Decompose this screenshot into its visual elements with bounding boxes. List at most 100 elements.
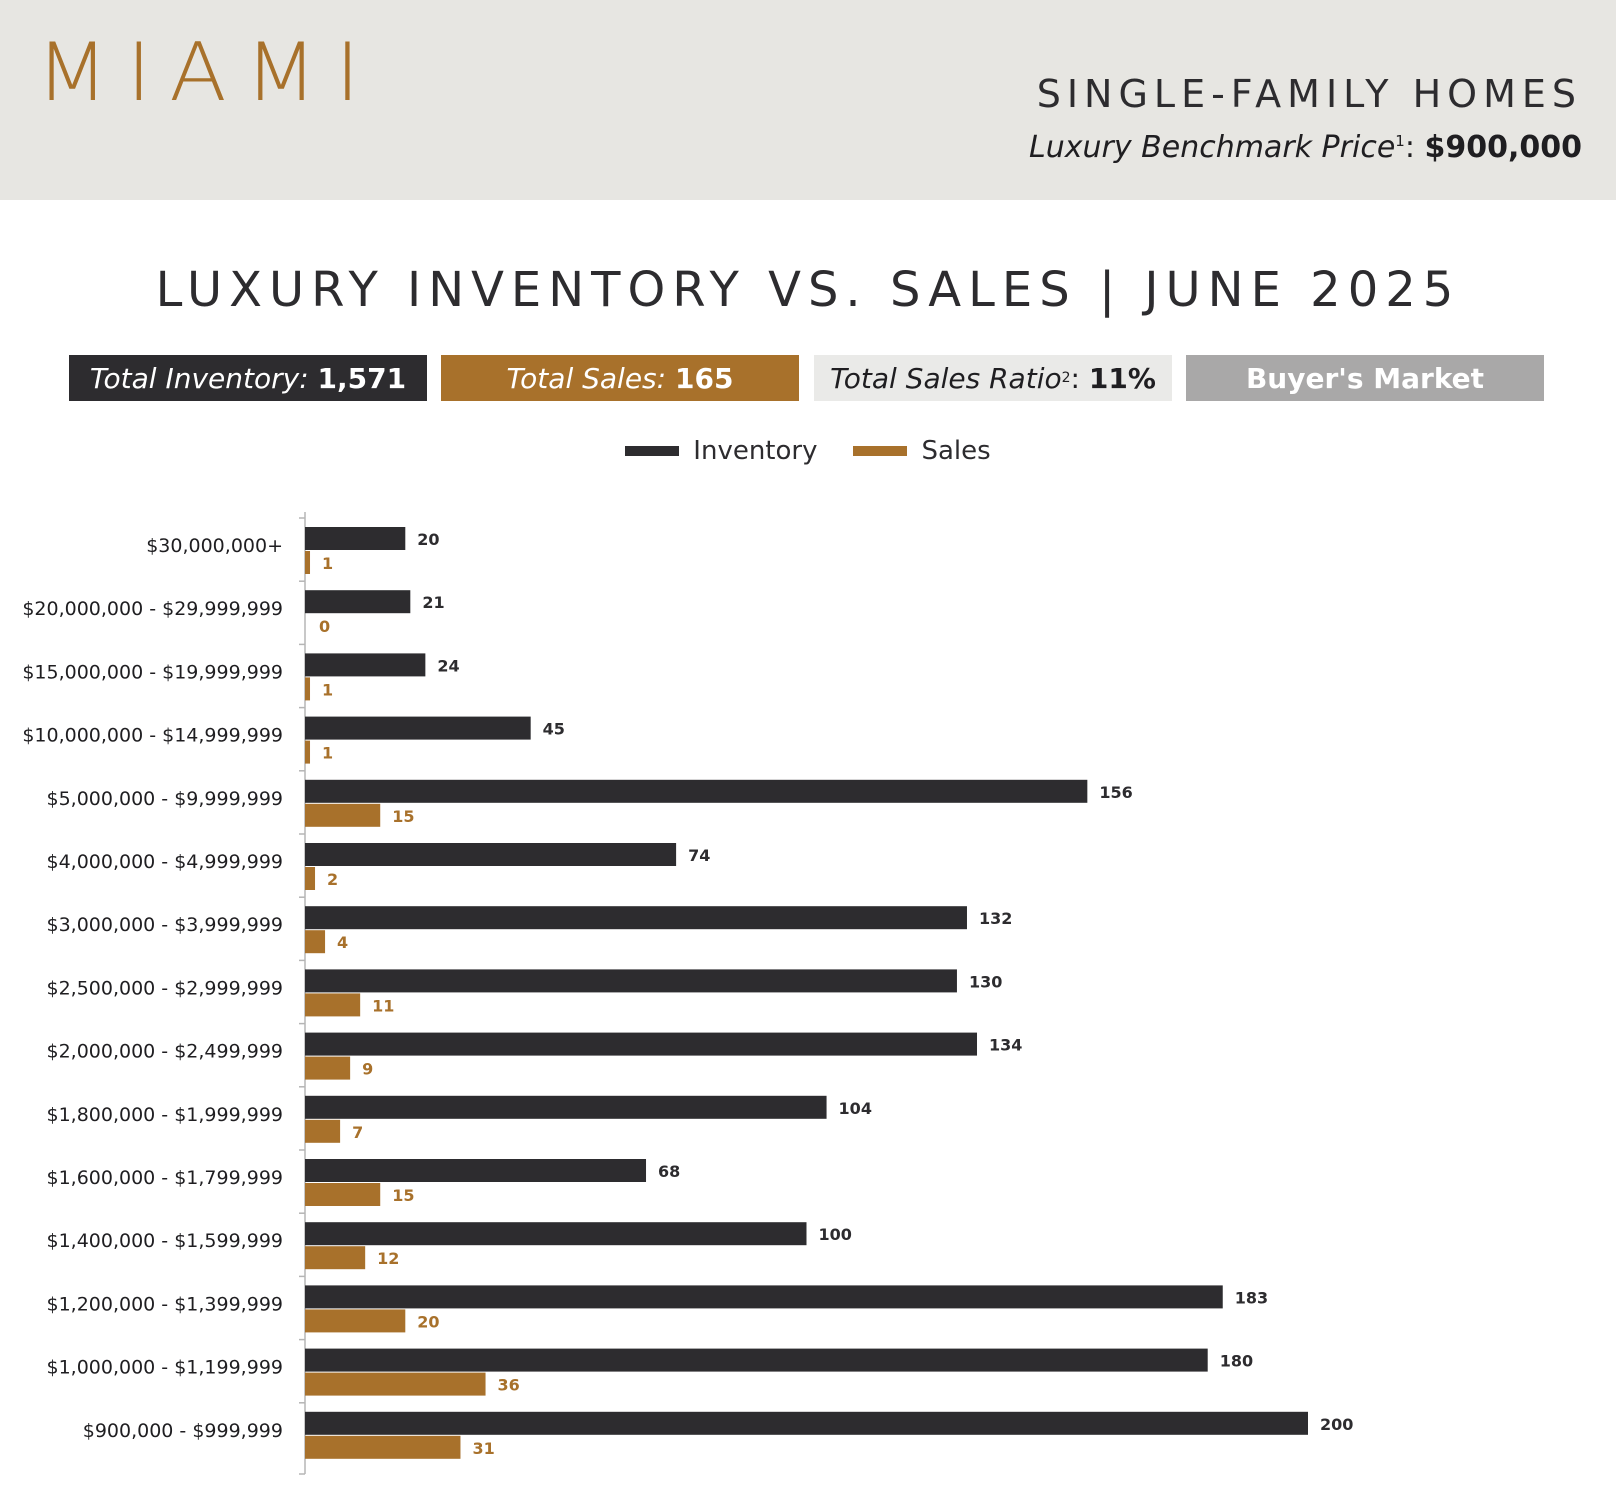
sales-value-label: 20 [417,1312,439,1331]
total-inventory-label: Total Inventory: [89,361,309,395]
inventory-value-label: 24 [437,656,459,675]
sales-bar [305,867,316,890]
legend-sales-swatch [853,446,908,456]
category-label: $15,000,000 - $19,999,999 [22,661,283,683]
sales-bar [305,1119,341,1143]
inventory-value-label: 104 [839,1099,872,1118]
sales-value-label: 1 [322,554,333,573]
sales-value-label: 7 [352,1123,363,1142]
benchmark-footnote: 1 [1395,132,1405,150]
inventory-bar [305,1159,647,1182]
bar-chart: $30,000,000+ 201$20,000,000 - $29,999,999… [22,512,1353,1475]
legend-inventory-swatch [625,446,680,456]
category-label: $1,000,000 - $1,199,999 [46,1357,283,1379]
category-label: $1,200,000 - $1,399,999 [46,1293,283,1315]
sales-value-label: 1 [322,680,333,699]
inventory-value-label: 45 [543,720,565,739]
legend-inventory-label: Inventory [693,436,818,466]
report-header: MIAMI SINGLE-FAMILY HOMES Luxury Benchma… [0,0,1616,200]
total-sales-box: Total Sales: 165 [441,355,799,401]
sales-bar [305,930,326,954]
category-label: $1,800,000 - $1,999,999 [46,1104,283,1126]
sales-value-label: 15 [392,807,414,826]
inventory-bar [305,1095,827,1119]
sales-bar [305,1183,381,1206]
sales-value-label: 15 [392,1186,414,1205]
sales-value-label: 11 [372,996,394,1015]
inventory-bar [305,1411,1308,1435]
sales-value-label: 2 [327,870,338,889]
inventory-bar [305,1285,1223,1309]
sales-bar [305,1372,486,1396]
sales-bar [305,1056,351,1080]
inventory-bar [305,1222,807,1246]
category-label: $2,500,000 - $2,999,999 [46,977,283,999]
benchmark-label: Luxury Benchmark Price [1029,130,1396,165]
inventory-value-label: 180 [1220,1352,1253,1371]
category-label: $20,000,000 - $29,999,999 [22,598,283,620]
inventory-bar [305,779,1088,803]
total-sales-label: Total Sales: [506,361,667,395]
segment-title: SINGLE-FAMILY HOMES [1036,72,1582,116]
sales-bar [305,993,361,1017]
sales-value-label: 12 [377,1249,399,1268]
sales-bar [305,803,381,827]
sales-ratio-value: 11% [1088,361,1156,395]
sales-value-label: 9 [362,1060,373,1079]
inventory-value-label: 200 [1320,1415,1353,1434]
sales-value-label: 36 [498,1376,520,1395]
sales-ratio-footnote: 2 [1061,370,1071,386]
inventory-value-label: 156 [1099,783,1132,802]
inventory-value-label: 20 [417,530,439,549]
category-label: $1,600,000 - $1,799,999 [46,1167,283,1189]
inventory-value-label: 132 [979,909,1012,928]
inventory-value-label: 134 [989,1036,1022,1055]
inventory-value-label: 21 [422,593,444,612]
category-label: $3,000,000 - $3,999,999 [46,914,283,936]
inventory-value-label: 183 [1235,1288,1268,1307]
inventory-value-label: 130 [969,972,1002,991]
sales-bar [305,677,311,701]
inventory-bar [305,906,967,930]
inventory-bar [305,590,411,614]
sales-ratio-separator: : [1070,361,1080,395]
inventory-bar [305,716,531,740]
sales-value-label: 4 [337,933,348,952]
market-status-box: Buyer's Market [1186,355,1544,401]
sales-value-label: 0 [319,617,330,636]
inventory-value-label: 100 [819,1225,852,1244]
benchmark-separator: : [1404,130,1415,165]
category-label: $10,000,000 - $14,999,999 [22,725,283,747]
sales-ratio-label: Total Sales Ratio [830,361,1062,395]
benchmark-value: $900,000 [1424,130,1582,165]
sales-bar [305,1246,366,1270]
inventory-bar [305,653,426,677]
category-label: $2,000,000 - $2,499,999 [46,1041,283,1063]
sales-bar [305,740,311,764]
chart-legend: Inventory Sales [0,436,1616,466]
sales-ratio-box: Total Sales Ratio 2: 11% [814,355,1172,401]
total-sales-value: 165 [675,361,734,395]
total-inventory-box: Total Inventory: 1,571 [69,355,427,401]
category-label: $900,000 - $999,999 [83,1420,283,1442]
inventory-value-label: 74 [688,846,710,865]
sales-bar [305,1309,406,1333]
category-label: $30,000,000+ [146,535,283,557]
inventory-bar [305,527,406,550]
chart-title: LUXURY INVENTORY VS. SALES | JUNE 2025 [155,262,1461,318]
inventory-value-label: 68 [658,1162,680,1181]
sales-bar [305,551,311,574]
sales-value-label: 1 [322,744,333,763]
total-inventory-value: 1,571 [317,361,407,395]
category-label: $1,400,000 - $1,599,999 [46,1230,283,1252]
sales-bar [305,1435,461,1459]
legend-inventory: Inventory [625,436,817,466]
inventory-bar [305,1032,978,1056]
benchmark-price: Luxury Benchmark Price1: $900,000 [1029,130,1582,165]
category-label: $5,000,000 - $9,999,999 [46,788,283,810]
legend-sales-label: Sales [921,436,991,466]
inventory-bar [305,1348,1208,1372]
sales-value-label: 31 [472,1439,494,1458]
inventory-bar [305,969,957,993]
category-label: $4,000,000 - $4,999,999 [46,851,283,873]
